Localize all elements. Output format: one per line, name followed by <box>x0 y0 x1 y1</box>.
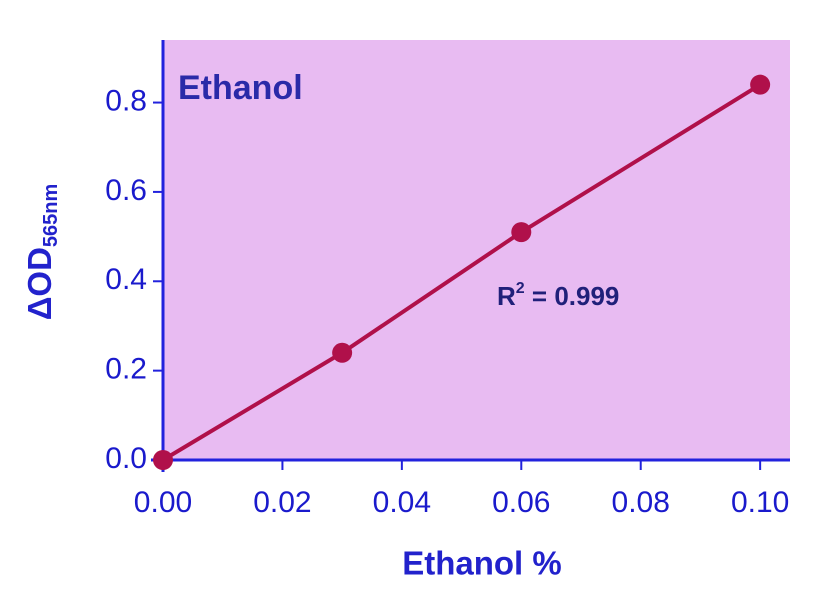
data-line <box>161 82 762 462</box>
panel-label: Ethanol <box>178 69 303 107</box>
x-tick-label: 0.08 <box>612 486 670 519</box>
data-point <box>332 342 353 363</box>
x-tick-label: 0.06 <box>492 486 550 519</box>
y-tick-label: 0.8 <box>105 84 147 117</box>
y-tick-label: 0.2 <box>105 353 147 386</box>
y-tick-label: 0.4 <box>105 263 147 296</box>
plot-background <box>163 40 790 460</box>
annotation-sup: 2 <box>516 280 525 297</box>
x-tick-label: 0.02 <box>253 486 311 519</box>
y-axis-title: ΔOD565nm <box>21 184 63 321</box>
y-tick-label: 0.6 <box>105 174 147 207</box>
x-tick-label: 0.10 <box>731 486 789 519</box>
y-axis-title-sub: 565nm <box>40 184 62 247</box>
annotation-base: R <box>497 281 516 311</box>
data-point <box>511 222 532 243</box>
x-tick-label: 0.00 <box>134 486 192 519</box>
y-axis-title-main: ΔOD <box>21 247 58 320</box>
x-tick-label: 0.04 <box>373 486 431 519</box>
data-point <box>153 450 173 470</box>
annotation: R2 = 0.999 <box>497 280 619 311</box>
annotation-rest: = 0.999 <box>525 281 620 311</box>
y-tick-label: 0.0 <box>105 442 147 475</box>
x-axis-title: Ethanol % <box>402 545 562 582</box>
data-point <box>750 74 771 95</box>
